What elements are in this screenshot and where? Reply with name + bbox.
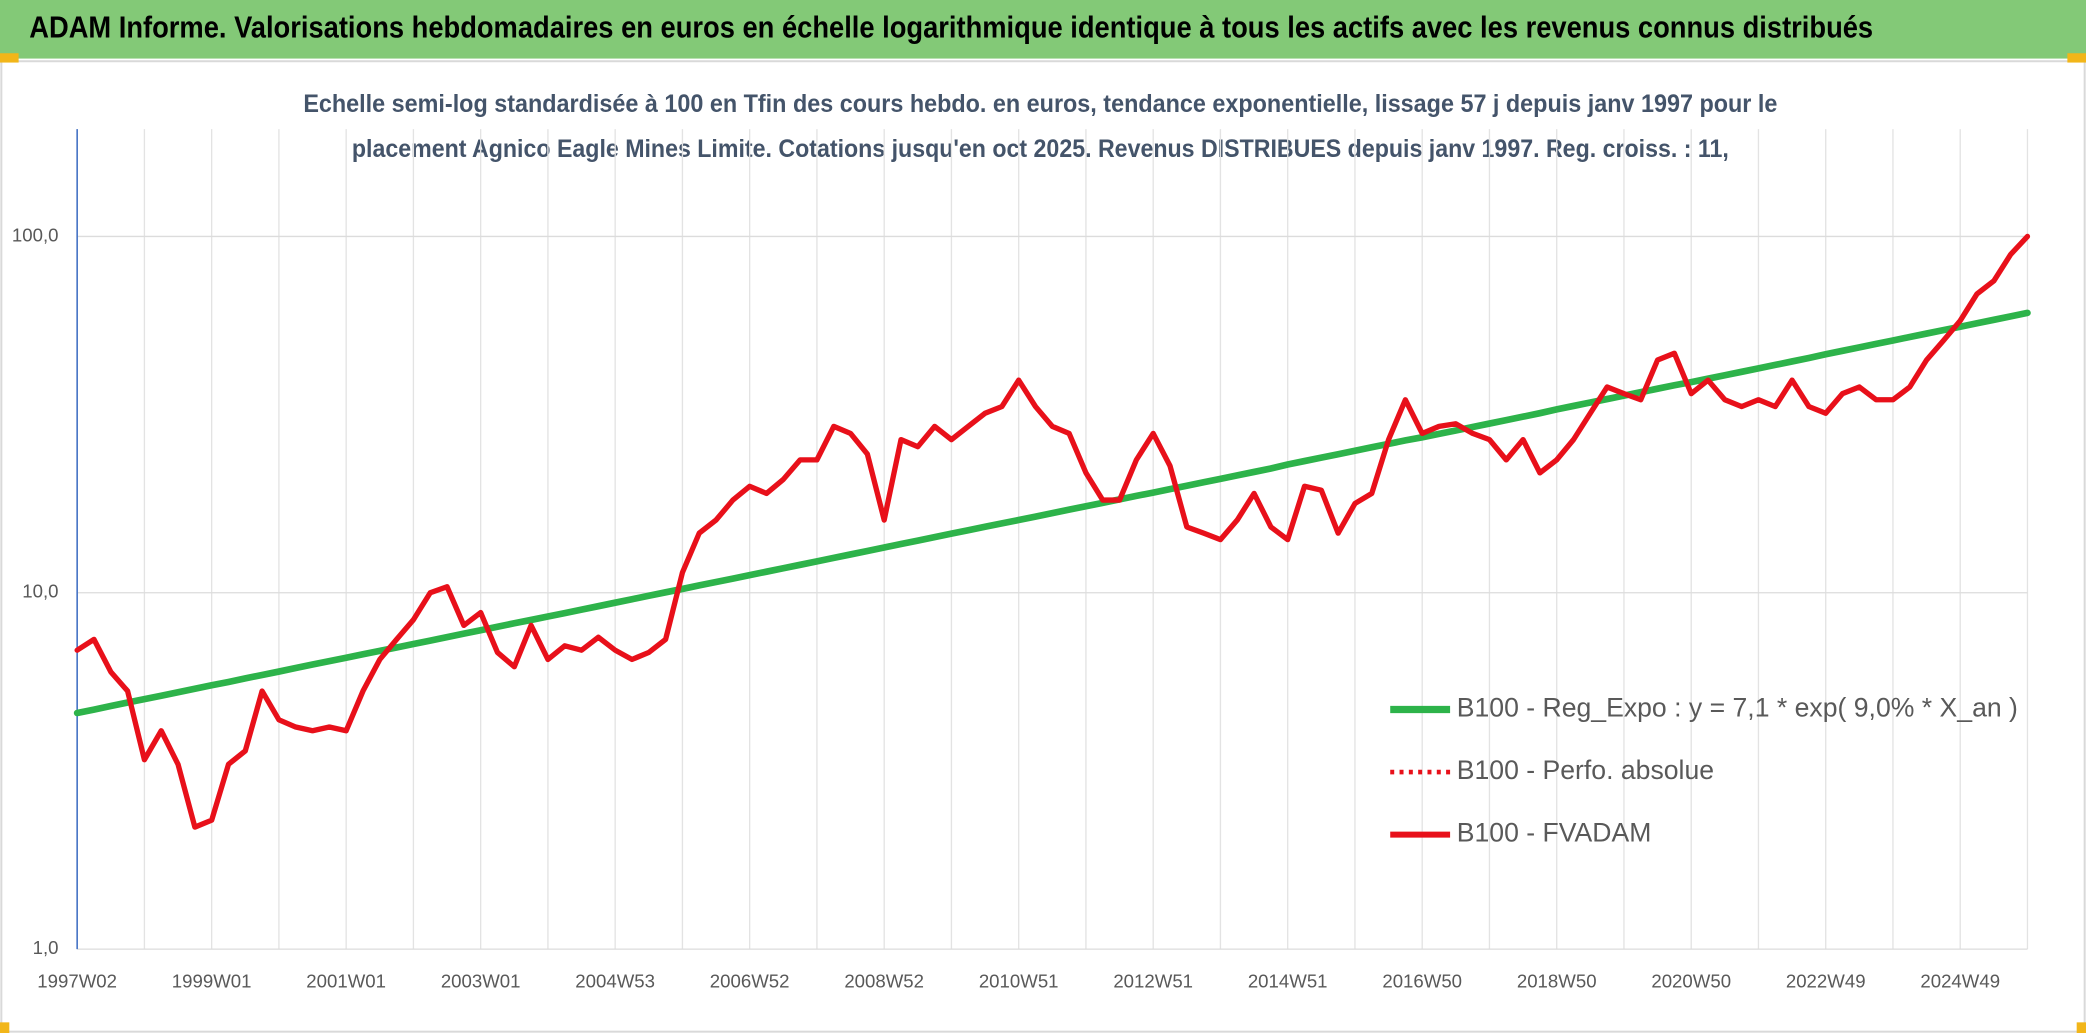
chart-subtitle: placement Agnico Eagle Mines Limite. Cot… [352,135,1729,163]
x-tick-label: 2016W50 [1382,970,1462,991]
legend-label: B100 - Reg_Expo : y = 7,1 * exp( 9,0% * … [1457,693,2018,723]
series-line [73,309,2031,717]
x-tick-label: 2012W51 [1113,970,1193,991]
x-tick-label: 2001W01 [306,970,386,991]
x-tick-label: 2004W53 [575,970,655,991]
x-tick-label: 2010W51 [979,970,1059,991]
x-tick-label: 1999W01 [172,970,252,991]
x-tick-label: 2020W50 [1651,970,1731,991]
x-tick-label: 2014W51 [1248,970,1328,991]
series-line [74,233,2031,830]
x-tick-label: 2022W49 [1786,970,1866,991]
corner [0,1022,10,1033]
chart-subtitle: Echelle semi-log standardisée à 100 en T… [303,90,1777,118]
y-tick-label: 1,0 [33,937,59,958]
x-tick-label: 2024W49 [1920,970,2000,991]
chart-title: ADAM Informe. Valorisations hebdomadaire… [29,10,1873,44]
x-tick-label: 1997W02 [37,970,117,991]
legend-label: B100 - Perfo. absolue [1457,755,1714,785]
corner [0,53,19,63]
y-tick-label: 100,0 [12,224,59,245]
y-tick-label: 10,0 [22,581,58,602]
x-tick-label: 2008W52 [844,970,924,991]
x-tick-label: 2018W50 [1517,970,1597,991]
corner [2067,53,2086,63]
header-band [0,0,2086,59]
legend-label: B100 - FVADAM [1457,818,1652,848]
corner [2076,1022,2086,1033]
x-tick-label: 2006W52 [710,970,790,991]
x-tick-label: 2003W01 [441,970,521,991]
chart-frame [0,60,2086,1033]
